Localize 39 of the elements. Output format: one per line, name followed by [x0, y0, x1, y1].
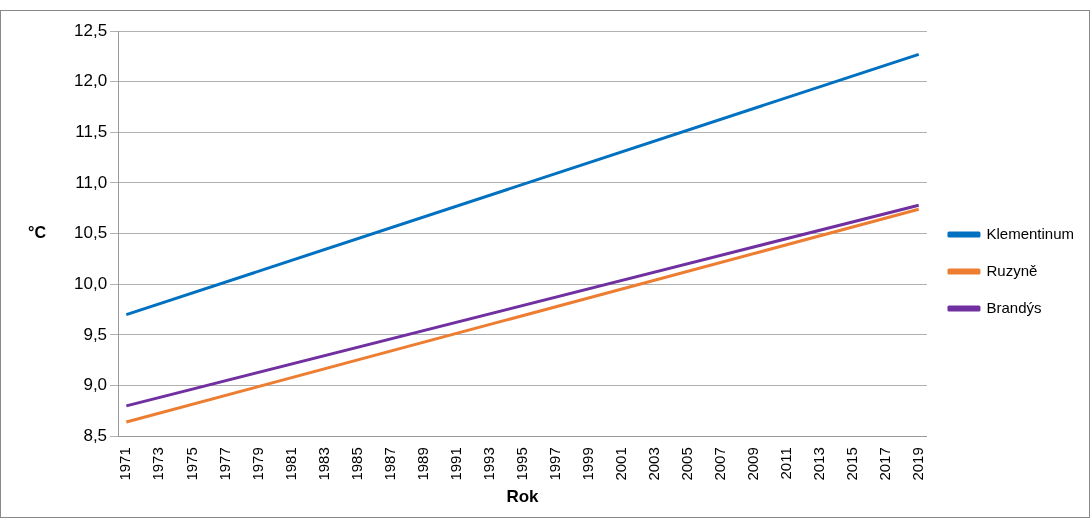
- x-tick-label: 2011: [776, 447, 794, 480]
- x-tick-label: 1975: [182, 447, 200, 481]
- x-tick-label: 2005: [677, 447, 695, 481]
- x-tick-label: 1993: [479, 447, 497, 481]
- x-tick-label: 1985: [347, 447, 365, 481]
- x-tick-label: 1987: [380, 447, 398, 481]
- x-tick-label: 2013: [809, 447, 827, 481]
- x-tick-label: 1999: [578, 447, 596, 481]
- x-tick-label: 2003: [644, 447, 662, 481]
- x-tick-label: 1977: [215, 447, 233, 481]
- legend-label: Klementinum: [986, 224, 1075, 242]
- legend-label: Brandýs: [986, 298, 1042, 316]
- x-tick-label: 2017: [875, 447, 893, 481]
- legend-label: Ruzyně: [986, 261, 1038, 279]
- x-tick-label: 2007: [710, 447, 728, 481]
- y-tick-label: 11,0: [75, 172, 108, 192]
- x-tick-label: 2015: [842, 447, 860, 481]
- x-tick-label: 1971: [116, 447, 134, 481]
- y-tick-label: 9,0: [83, 375, 108, 395]
- x-axis-title: Rok: [506, 487, 540, 507]
- x-tick-label: 2001: [611, 447, 629, 481]
- x-tick-label: 1989: [413, 447, 431, 481]
- y-tick-label: 12,5: [73, 20, 108, 40]
- x-tick-label: 1979: [248, 447, 266, 481]
- y-tick-label: 10,0: [73, 273, 108, 293]
- y-tick-label: 10,5: [73, 223, 108, 243]
- x-tick-label: 1995: [512, 447, 530, 481]
- x-tick-label: 2009: [743, 447, 761, 481]
- x-tick-label: 1981: [281, 447, 299, 481]
- y-tick-label: 8,5: [83, 425, 108, 445]
- y-tick-label: 11,5: [75, 122, 108, 141]
- y-axis-title: °C: [28, 224, 47, 242]
- x-tick-label: 2019: [908, 447, 926, 481]
- x-tick-label: 1997: [545, 447, 563, 481]
- x-tick-label: 1983: [314, 447, 332, 481]
- x-tick-label: 1991: [446, 447, 464, 481]
- y-tick-label: 12,0: [73, 71, 108, 91]
- x-tick-label: 1973: [149, 447, 167, 481]
- y-tick-label: 9,5: [83, 324, 108, 344]
